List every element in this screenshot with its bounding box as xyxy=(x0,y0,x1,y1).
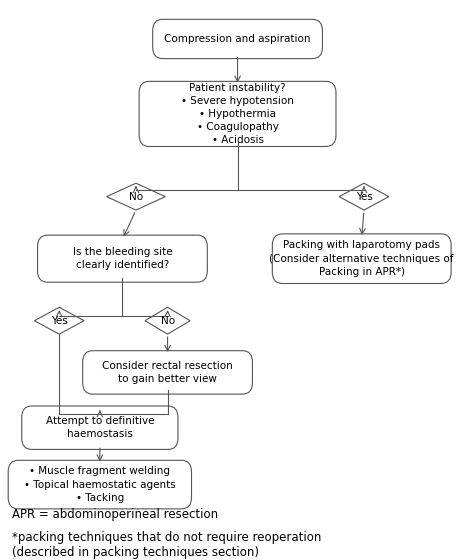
Text: Consider rectal resection
to gain better view: Consider rectal resection to gain better… xyxy=(102,361,233,384)
Polygon shape xyxy=(145,307,190,334)
Text: Packing with laparotomy pads
(Consider alternative techniques of
Packing in APR*: Packing with laparotomy pads (Consider a… xyxy=(270,240,454,277)
Text: Is the bleeding site
clearly identified?: Is the bleeding site clearly identified? xyxy=(73,247,172,270)
Text: Compression and aspiration: Compression and aspiration xyxy=(164,34,311,44)
Text: • Muscle fragment welding
• Topical haemostatic agents
• Tacking: • Muscle fragment welding • Topical haem… xyxy=(24,466,176,503)
Text: APR = abdominoperineal resection: APR = abdominoperineal resection xyxy=(12,508,218,521)
Text: Patient instability?
• Severe hypotension
• Hypothermia
• Coagulopathy
• Acidosi: Patient instability? • Severe hypotensio… xyxy=(181,82,294,146)
Text: Attempt to definitive
haemostasis: Attempt to definitive haemostasis xyxy=(46,416,154,439)
FancyBboxPatch shape xyxy=(82,351,253,394)
Text: No: No xyxy=(129,192,143,202)
FancyBboxPatch shape xyxy=(139,81,336,147)
Text: Yes: Yes xyxy=(51,316,68,326)
Text: No: No xyxy=(161,316,174,326)
Polygon shape xyxy=(107,183,165,210)
Polygon shape xyxy=(35,307,84,334)
FancyBboxPatch shape xyxy=(273,234,451,283)
Text: Yes: Yes xyxy=(356,192,373,202)
FancyBboxPatch shape xyxy=(8,460,191,509)
FancyBboxPatch shape xyxy=(37,235,207,282)
FancyBboxPatch shape xyxy=(22,406,178,450)
Text: *packing techniques that do not require reoperation
(described in packing techni: *packing techniques that do not require … xyxy=(12,531,321,559)
Polygon shape xyxy=(339,183,389,210)
FancyBboxPatch shape xyxy=(153,20,322,59)
